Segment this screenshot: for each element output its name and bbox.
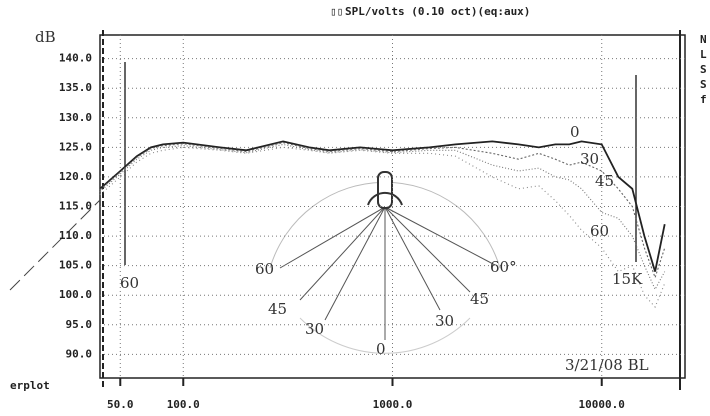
- x-tick-label: 10000.0: [579, 398, 625, 411]
- series-line: [99, 140, 666, 272]
- annotation: 60°: [490, 258, 517, 276]
- title-icon: ▯▯: [330, 5, 343, 18]
- annotation: 15K: [612, 270, 643, 288]
- annotation: 45: [268, 300, 287, 318]
- curve-label: 0: [570, 123, 580, 141]
- annotation: 30: [305, 320, 324, 338]
- polar-ray: [384, 206, 441, 311]
- y-tick-label: 135.0: [59, 81, 92, 94]
- side-label: f: [700, 93, 707, 106]
- series-line: [99, 142, 666, 280]
- curve-label: 60: [590, 222, 609, 240]
- hand-stroke: [9, 199, 101, 291]
- y-tick-label: 100.0: [59, 288, 92, 301]
- y-tick-label: 95.0: [66, 318, 93, 331]
- annotation: 60: [120, 274, 139, 292]
- y-tick-label: 90.0: [66, 347, 93, 360]
- x-tick-label: 50.0: [107, 398, 134, 411]
- polar-ray: [324, 206, 386, 321]
- side-label: L: [700, 48, 707, 61]
- y-tick-label: 120.0: [59, 170, 92, 183]
- x-tick-label: 1000.0: [373, 398, 413, 411]
- side-label: S: [700, 63, 707, 76]
- chart-title: SPL/volts (0.10 oct)(eq:aux): [345, 5, 530, 18]
- speaker-icon: [367, 191, 403, 206]
- annotation: 30: [435, 312, 454, 330]
- annotation: 0: [376, 340, 386, 358]
- speaker-icon: [377, 171, 393, 209]
- annotation: 45: [470, 290, 489, 308]
- y-tick-label: 110.0: [59, 229, 92, 242]
- curve-label: 45: [595, 172, 614, 190]
- y-tick-label: 105.0: [59, 259, 92, 272]
- annotation: 3/21/08 BL: [565, 356, 649, 374]
- polar-arc: [299, 317, 471, 354]
- curve-label: 30: [580, 150, 599, 168]
- side-label: N: [700, 33, 707, 46]
- footer-label: erplot: [10, 379, 50, 392]
- polar-ray: [279, 206, 386, 269]
- x-tick-label: 100.0: [167, 398, 200, 411]
- y-axis-label: dB: [35, 28, 56, 46]
- side-label: S: [700, 78, 707, 91]
- y-tick-label: 130.0: [59, 111, 92, 124]
- annotation: 60: [255, 260, 274, 278]
- polar-ray: [299, 206, 386, 301]
- y-tick-label: 140.0: [59, 52, 92, 65]
- polar-ray: [384, 206, 471, 293]
- y-tick-label: 115.0: [59, 200, 92, 213]
- y-tick-label: 125.0: [59, 140, 92, 153]
